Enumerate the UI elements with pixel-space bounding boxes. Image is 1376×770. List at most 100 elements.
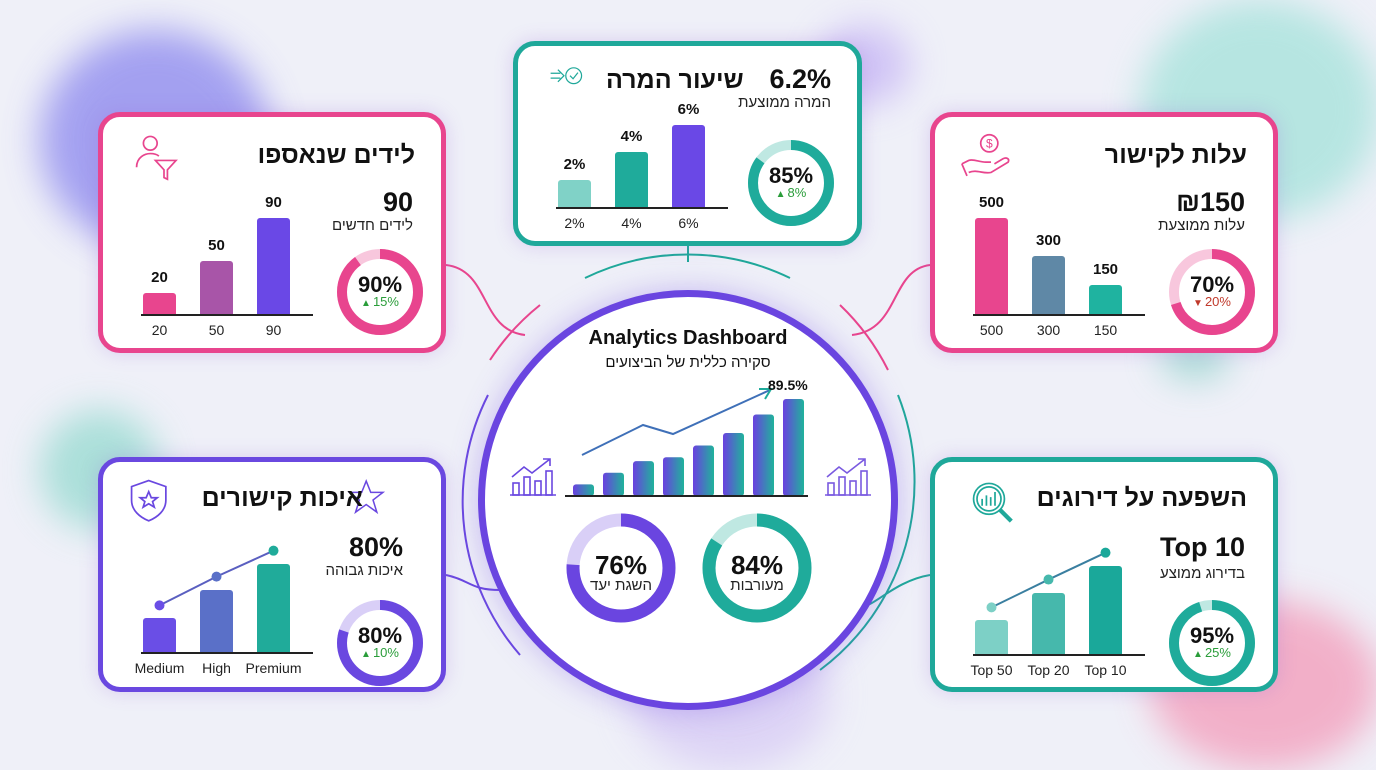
chart-axis [973, 314, 1145, 316]
bar-category-label: 6% [678, 215, 699, 231]
center-trend-chart [510, 388, 871, 497]
center-trend-arrow [581, 389, 771, 456]
donut-fill [1169, 600, 1255, 686]
center-trend-bar [723, 432, 744, 496]
bar-value-label: 20 [151, 268, 168, 286]
chart-axis [973, 654, 1145, 656]
donut-fill [337, 249, 423, 335]
chart-bar [1032, 256, 1065, 314]
donut-delta: ▲ 8% [743, 185, 839, 200]
chart-axis [141, 652, 313, 654]
bar-value-label: 150 [1092, 261, 1119, 279]
donut-fill [337, 600, 423, 686]
shield-star-icon [130, 479, 167, 522]
card-subtitle: בדירוג ממוצע [1159, 565, 1245, 582]
donut-delta: ▼ 20% [1164, 294, 1260, 309]
trend-line [154, 545, 279, 611]
center-donut-0: 76% השגת יעד [560, 507, 682, 629]
chart-bar [143, 292, 176, 314]
card-big-value: 80% [348, 532, 403, 562]
connector-quality [445, 574, 501, 591]
trend-point [154, 600, 165, 611]
triangle-up-icon: ▲ [1193, 649, 1203, 660]
bar-category-label: Top 10 [1084, 662, 1127, 678]
trend-point [986, 602, 997, 613]
bar-category-label: Premium [245, 660, 302, 676]
card-title: איכות קישורים [201, 484, 363, 512]
trend-line [986, 547, 1111, 613]
card-cost: $ עלות לקישור ₪150 עלות ממוצעת 70% ▼ 20% 500 500… [930, 112, 1278, 353]
chart-bar [975, 620, 1008, 654]
donut-value: 84% [730, 550, 784, 580]
chart-bar [558, 179, 591, 207]
trend-point [268, 545, 279, 556]
donut-value: 85% [768, 163, 814, 188]
chart-bar [257, 563, 290, 652]
arc-outer-right [819, 394, 916, 671]
chart-bar [1032, 592, 1065, 654]
card-subtitle: לידים חדשים [332, 217, 413, 234]
bar-category-label: 300 [1036, 322, 1061, 338]
trend-point [1043, 574, 1054, 585]
card-donut-quality: 80% ▲ 10% [332, 595, 428, 691]
chart-bar [615, 152, 648, 207]
search-chart-icon [972, 482, 1013, 523]
arc-outer-left [461, 394, 521, 656]
donut-delta: ▲ 15% [332, 294, 428, 309]
chart-bar [257, 218, 290, 314]
arc-outer-left-top [489, 304, 541, 361]
bar-value-label: 500 [978, 194, 1005, 211]
arrow-check-icon [550, 67, 583, 85]
chart-axis [141, 314, 313, 316]
donut-fill [748, 140, 834, 226]
user-funnel-icon [135, 135, 178, 181]
triangle-up-icon: ▲ [361, 649, 371, 660]
triangle-up-icon: ▲ [361, 298, 371, 309]
bar-category-label: 150 [1093, 322, 1118, 338]
donut-label: השגת יעד [590, 577, 652, 594]
card-conversion: שיעור המרה 6.2% המרה ממוצעת 85% ▲ 8% 2% 2% 4% 4% 6… [513, 41, 862, 246]
bar-category-label: 90 [265, 322, 282, 338]
card-big-value: 6.2% [769, 64, 831, 94]
card-big-value: 90 [382, 187, 413, 217]
card-subtitle: עלות ממוצעת [1158, 217, 1245, 234]
donut-delta-value: 20% [1204, 294, 1231, 309]
donut-fill [566, 513, 676, 623]
triangle-down-icon: ▼ [1193, 298, 1203, 309]
donut-delta-value: 15% [372, 294, 399, 309]
bar-category-label: High [202, 660, 231, 676]
star-icon [348, 478, 386, 515]
bar-category-label: 2% [564, 215, 585, 231]
arrow-head-icon [759, 388, 773, 400]
donut-delta-value: 10% [372, 645, 399, 660]
center-donut-1: 84% מעורבות [696, 507, 818, 629]
bar-category-label: 4% [621, 215, 642, 231]
donut-value: 90% [357, 272, 403, 297]
donut-delta-value: 25% [1204, 645, 1231, 660]
center-trend-bar [783, 399, 804, 496]
card-donut-ranking: 95% ▲ 25% [1164, 595, 1260, 691]
bar-value-label: 2% [563, 155, 586, 173]
donut-value: 95% [1189, 623, 1235, 648]
trend-chart-icon [510, 458, 556, 496]
bar-category-label: Top 20 [1027, 662, 1070, 678]
connector-ranking [867, 574, 931, 606]
card-subtitle: איכות גבוהה [325, 562, 403, 579]
card-ranking: השפעה על דירוגים Top 10 בדירוג ממוצע 95% ▲ 25… [930, 457, 1278, 692]
donut-value: 70% [1189, 272, 1235, 297]
bar-value-label: 6% [677, 101, 700, 118]
card-title: עלות לקישור [1104, 141, 1247, 169]
card-subtitle: המרה ממוצעת [738, 94, 831, 111]
center-trend-bar [573, 484, 594, 496]
bar-value-label: 90 [265, 194, 282, 211]
donut-fill [1169, 249, 1255, 335]
card-leads: לידים שנאספו 90 לידים חדשים 90% ▲ 15% 20 20 50 50… [98, 112, 446, 353]
bar-value-label: 50 [208, 236, 225, 254]
card-title: השפעה על דירוגים [1036, 484, 1247, 512]
hand-dollar-icon: $ [961, 133, 1010, 177]
card-quality: איכות קישורים 80% איכות גבוהה 80% ▲ 10% Medium… [98, 457, 446, 692]
donut-value: 76% [594, 550, 648, 580]
center-summary-circle: Analytics Dashboard סקירה כללית של הביצו… [478, 290, 898, 710]
connector-cost [851, 264, 931, 336]
